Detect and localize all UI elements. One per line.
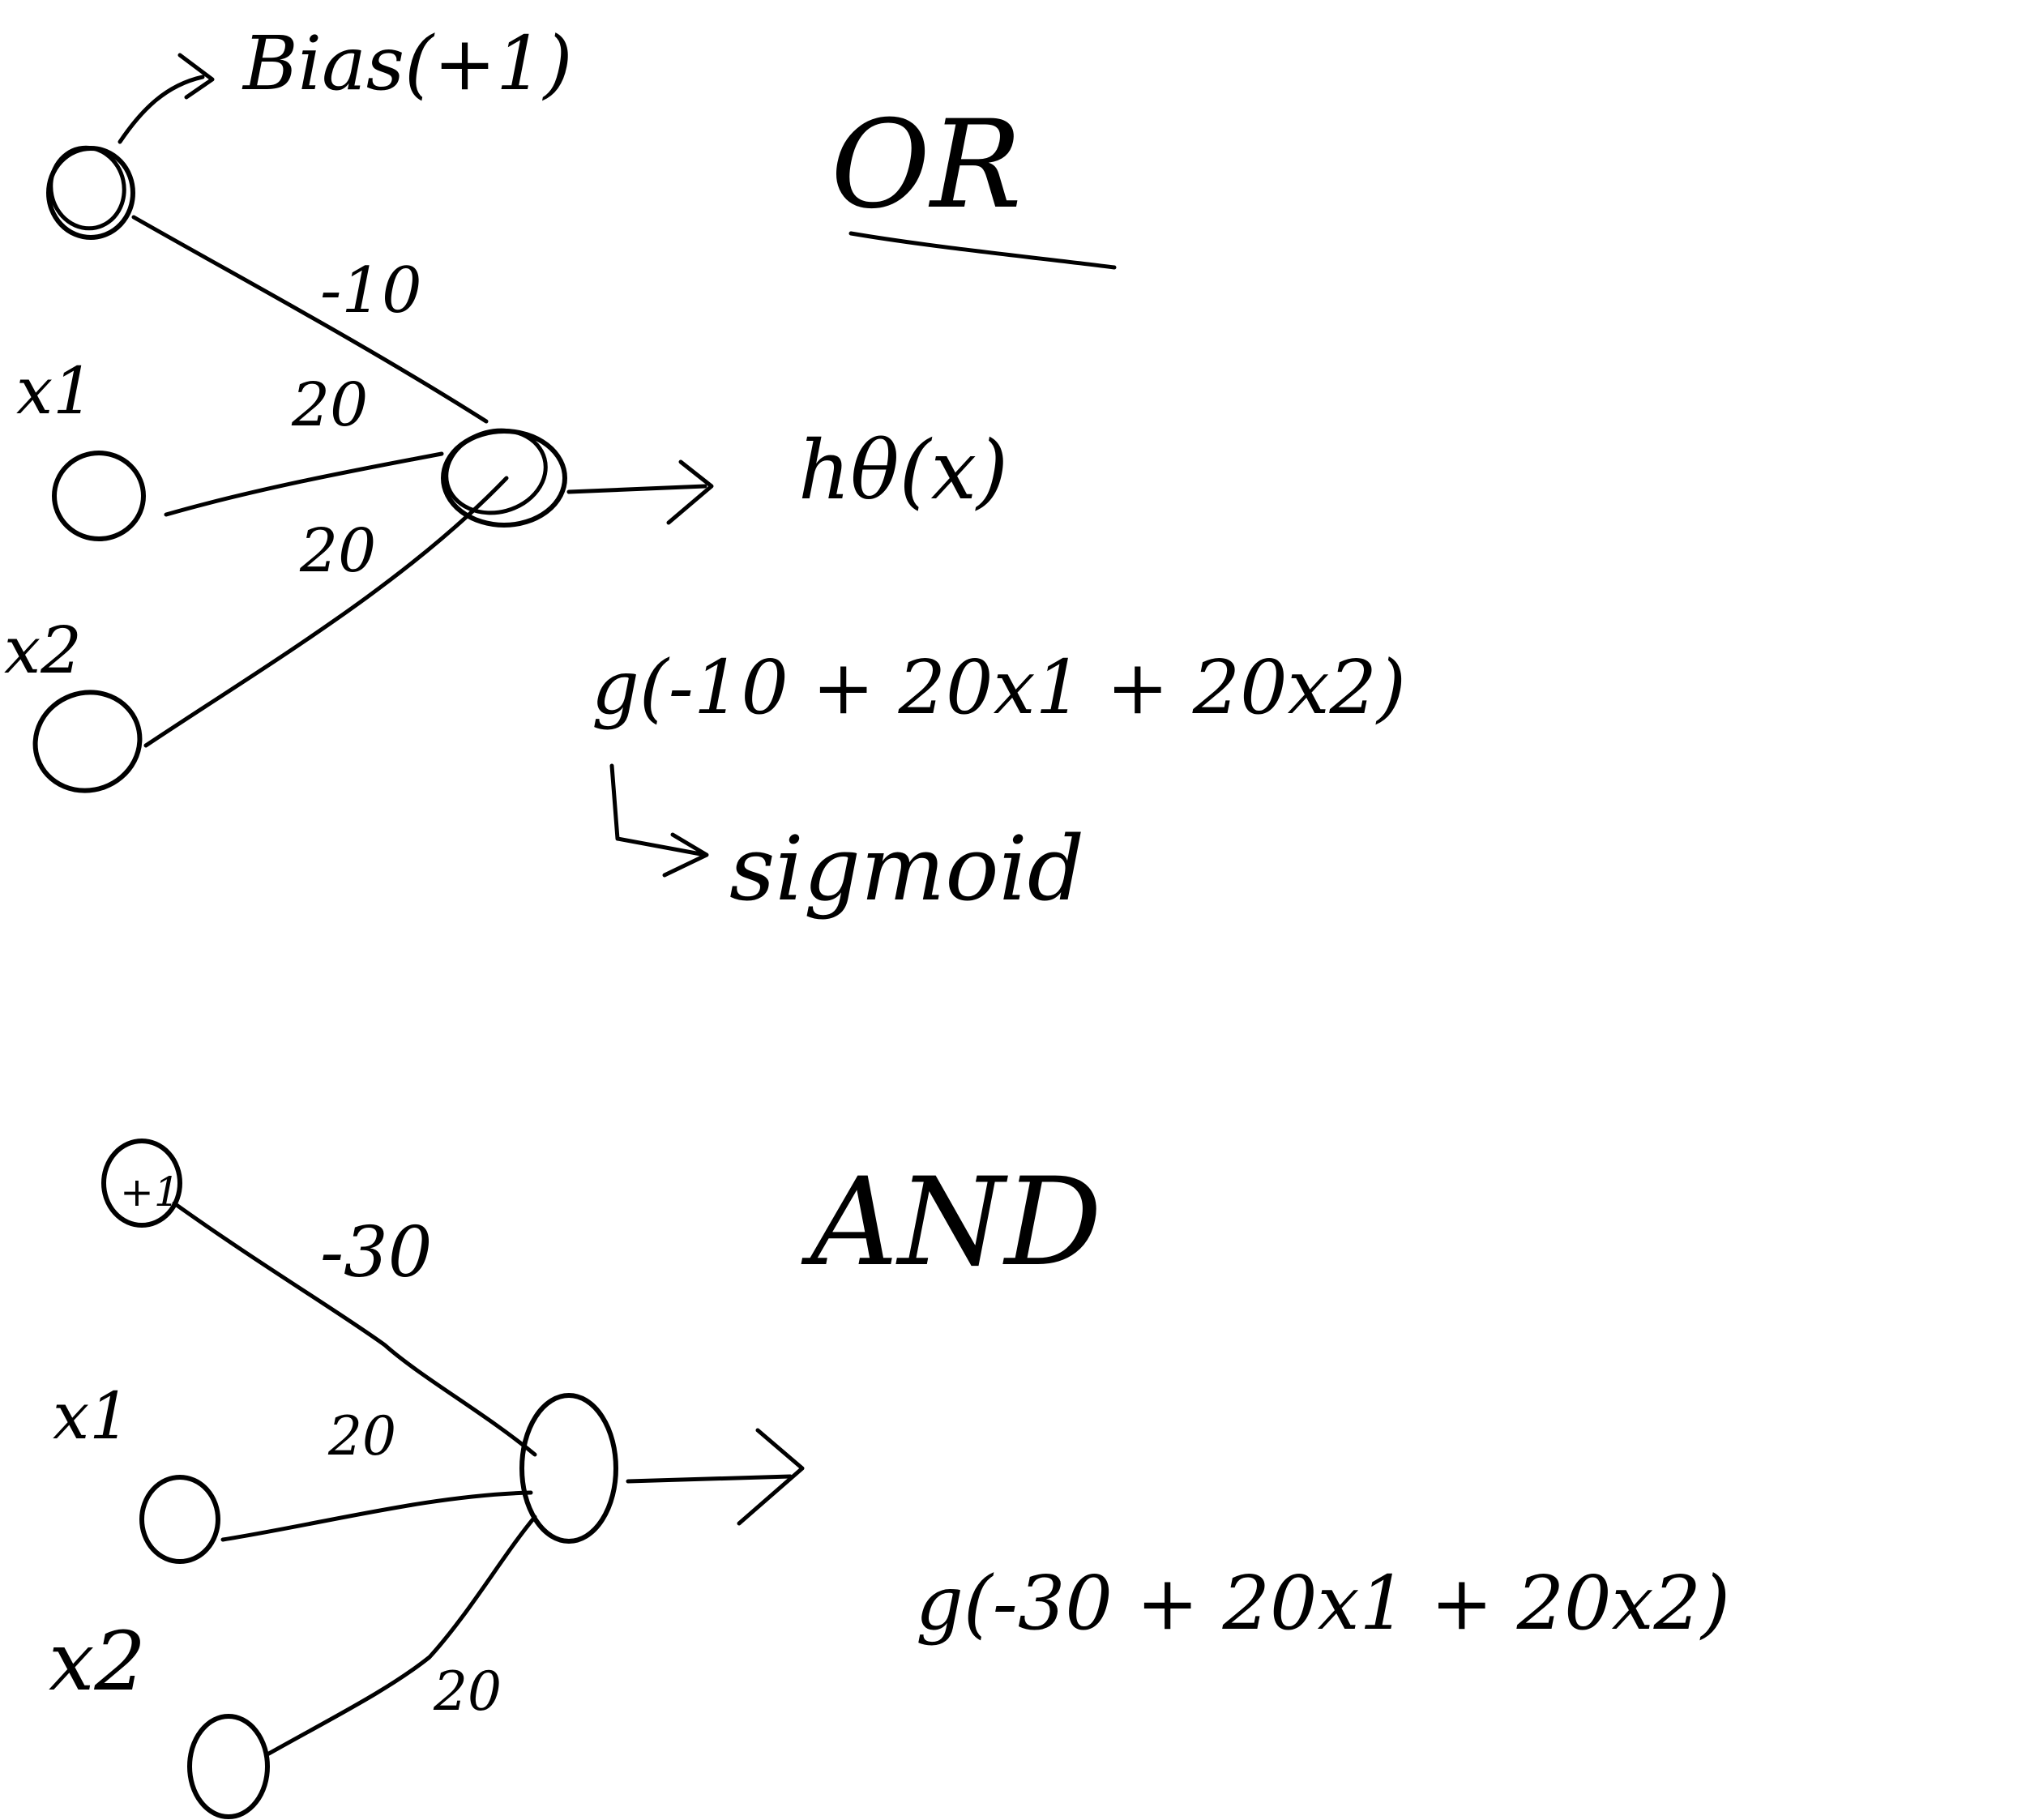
or-equation: g(-10 + 20x1 + 20x2) bbox=[592, 644, 1406, 731]
bias-arrowhead bbox=[177, 53, 215, 100]
and-edge-x1 bbox=[220, 1490, 533, 1542]
or-bias-node bbox=[46, 146, 135, 240]
and-x2-node bbox=[187, 1714, 270, 1819]
and-weight-x1: 20 bbox=[327, 1405, 396, 1468]
and-weight-x2: 20 bbox=[433, 1660, 502, 1723]
bias-label: Bias(+1) bbox=[241, 20, 573, 107]
or-x1-label: x1 bbox=[16, 353, 94, 429]
or-x2-node bbox=[32, 690, 143, 793]
or-output-label: hθ(x) bbox=[798, 423, 1008, 518]
and-x1-node bbox=[139, 1475, 220, 1564]
and-output-arrow bbox=[626, 1474, 793, 1484]
and-x2-label: x2 bbox=[49, 1614, 146, 1709]
or-edge-x1 bbox=[164, 451, 444, 517]
sigmoid-bracket-arrow bbox=[609, 763, 707, 857]
sigmoid-note: sigmoid bbox=[729, 817, 1084, 921]
and-title: AND bbox=[801, 1152, 1102, 1293]
and-weight-bias: -30 bbox=[320, 1212, 433, 1293]
bias-arrow bbox=[118, 75, 205, 144]
and-bias-node bbox=[101, 1139, 182, 1228]
or-x2-label: x2 bbox=[4, 613, 82, 688]
sigmoid-arrowhead bbox=[662, 832, 709, 878]
or-network: Bias(+1) x1 x2 -10 20 20 hθ(x) OR g(-10 … bbox=[4, 20, 1406, 921]
and-network: +1 x1 x2 -30 20 20 AND g(-30 + 20x1 + 20… bbox=[49, 1139, 1730, 1819]
or-title-underline bbox=[848, 231, 1117, 270]
or-title: OR bbox=[831, 95, 1022, 236]
or-edge-x2 bbox=[143, 476, 509, 748]
and-x1-label: x1 bbox=[53, 1378, 130, 1454]
and-edge-x2 bbox=[265, 1515, 537, 1757]
or-output-arrowhead bbox=[666, 459, 714, 525]
and-equation: g(-30 + 20x1 + 20x2) bbox=[916, 1560, 1730, 1647]
and-edge-bias bbox=[172, 1201, 537, 1457]
or-edge-bias bbox=[131, 215, 489, 424]
or-x1-node bbox=[52, 451, 146, 541]
and-output-arrowhead bbox=[737, 1428, 805, 1526]
and-output-node bbox=[519, 1393, 618, 1544]
or-output-node-stroke2 bbox=[444, 428, 548, 515]
or-bias-node-stroke2 bbox=[49, 145, 126, 231]
or-output-arrow bbox=[566, 484, 707, 494]
or-weight-x2: 20 bbox=[299, 516, 376, 586]
and-bias-node-label: +1 bbox=[120, 1168, 180, 1215]
or-weight-bias: -10 bbox=[320, 254, 422, 327]
or-weight-x1: 20 bbox=[291, 370, 368, 440]
